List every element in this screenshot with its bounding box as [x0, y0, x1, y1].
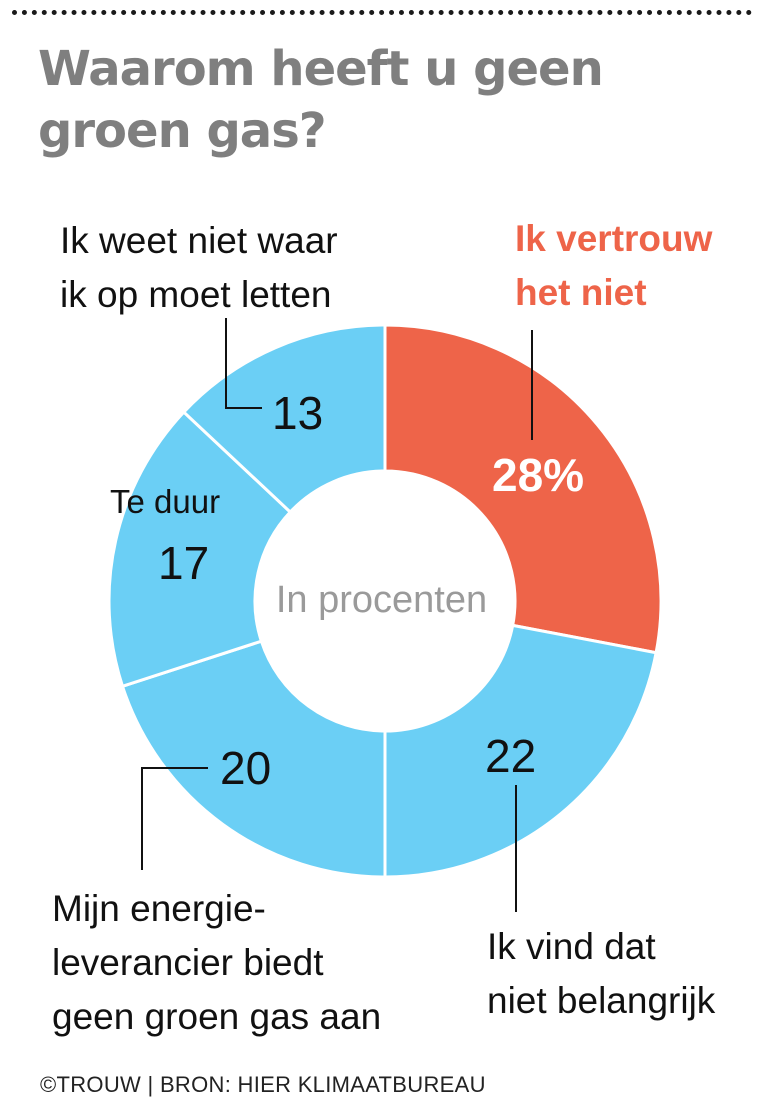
slice-label-0-line-1: het niet: [515, 272, 647, 313]
leader-line-2: [141, 767, 208, 870]
slice-label-4-line-1: ik op moet letten: [60, 274, 332, 315]
center-unit-label: In procenten: [275, 579, 488, 621]
slice-value-0: 28%: [492, 449, 585, 501]
slice-value-2: 20: [220, 742, 272, 794]
slice-label-3: Te duur: [110, 482, 220, 522]
slice-label-2-line-2: geen groen gas aan: [52, 996, 382, 1037]
slice-value-4: 13: [272, 387, 324, 439]
chart-title: Waarom heeft u geen groen gas?: [38, 41, 604, 159]
slice-value-1: 22: [485, 730, 537, 782]
slice-label-1-line-1: niet belangrijk: [487, 980, 716, 1021]
top-dotted-rule: [12, 10, 752, 15]
donut-slices: [107, 323, 663, 879]
slice-label-0-line-0: Ik vertrouw: [515, 218, 713, 259]
slice-label-1-line-0: Ik vind dat: [487, 926, 656, 967]
slice-label-2-line-1: leverancier biedt: [52, 942, 324, 983]
source-credit: ©TROUW | BRON: HIER KLIMAATBUREAU: [40, 1072, 486, 1097]
slice-label-2: Mijn energie- leverancier biedt geen gro…: [52, 882, 381, 1044]
donut-slice-0: [383, 323, 663, 655]
slice-label-4-line-0: Ik weet niet waar: [60, 220, 338, 261]
slice-value-3: 17: [158, 537, 210, 589]
slice-label-2-line-0: Mijn energie-: [52, 888, 266, 929]
leader-lines: [141, 318, 533, 912]
donut-slice-1: [383, 623, 658, 879]
donut-slice-4: [181, 323, 387, 515]
donut-slice-3: [107, 409, 293, 689]
slice-label-4: Ik weet niet waar ik op moet letten: [60, 214, 338, 322]
slice-label-0: Ik vertrouw het niet: [515, 212, 712, 320]
leader-line-3: [225, 318, 262, 409]
slice-label-3-line-0: Te duur: [110, 483, 221, 520]
donut-slice-2: [120, 639, 387, 879]
slice-label-1: Ik vind dat niet belangrijk: [487, 920, 715, 1028]
